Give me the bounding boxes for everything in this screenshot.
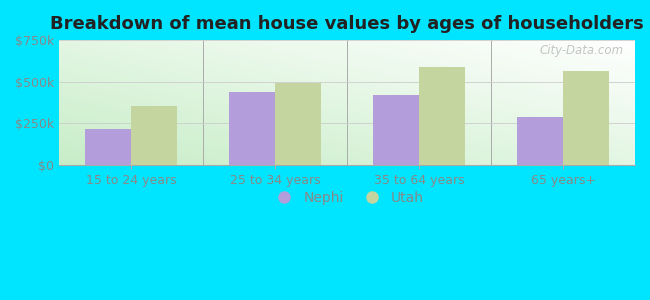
Legend: Nephi, Utah: Nephi, Utah [265, 185, 430, 210]
Bar [419, 67, 465, 165]
Title: Breakdown of mean house values by ages of householders: Breakdown of mean house values by ages o… [50, 15, 644, 33]
Text: City-Data.com: City-Data.com [540, 44, 623, 57]
Bar [517, 118, 563, 165]
Bar [373, 95, 419, 165]
Bar [131, 106, 177, 165]
Bar [229, 92, 275, 165]
Bar [563, 71, 609, 165]
Bar [85, 129, 131, 165]
Bar [275, 83, 321, 165]
